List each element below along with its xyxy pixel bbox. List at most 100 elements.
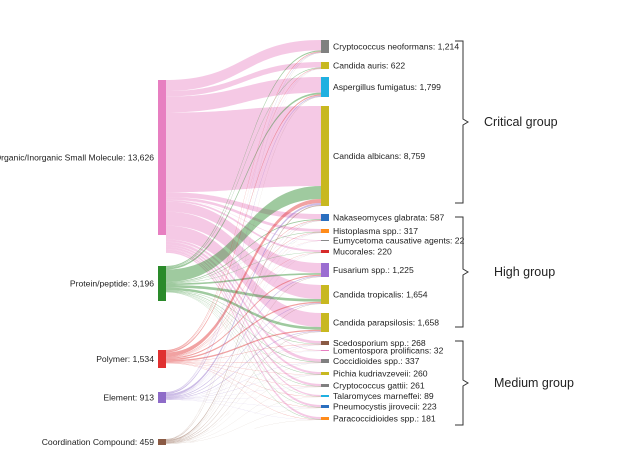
target-label-candida-auris: Candida auris: 622 (333, 61, 405, 71)
link-element-to-nakaseomyces-glabrata (166, 220, 321, 397)
target-label-eumycetoma-causative-agents: Eumycetoma causative agents: 22 (333, 236, 465, 246)
target-node-scedosporium-spp (321, 341, 329, 345)
target-label-fusarium-spp: Fusarium spp.: 1,225 (333, 265, 414, 275)
target-label-candida-tropicalis: Candida tropicalis: 1,654 (333, 290, 428, 300)
target-node-pichia-kudriavzeveii (321, 372, 329, 375)
source-node-polymer (158, 350, 166, 368)
link-element-to-candida-auris (166, 68, 321, 393)
source-node-element (158, 392, 166, 403)
target-label-pichia-kudriavzeveii: Pichia kudriavzeveii: 260 (333, 369, 428, 379)
link-polymer-to-cryptococcus-neoformans (166, 51, 321, 351)
target-label-pneumocystis-jirovecii: Pneumocystis jirovecii: 223 (333, 402, 437, 412)
source-label-organic-inorganic-small-molecule: Organic/Inorganic Small Molecule: 13,626 (0, 153, 154, 163)
link-coordination-compound-to-scedosporium-spp (166, 344, 321, 444)
target-label-coccidioides-spp: Coccidioides spp.: 337 (333, 356, 420, 366)
link-polymer-to-pneumocystis-jirovecii (166, 362, 321, 408)
link-element-to-talaromyces-marneffei (166, 396, 321, 400)
target-node-candida-parapsilosis (321, 313, 329, 332)
link-element-to-eumycetoma-causative-agents (166, 240, 321, 397)
link-organic-inorganic-small-molecule-to-candida-tropicalis (166, 211, 321, 300)
group-brackets: Critical group High group Medium group (455, 40, 574, 426)
link-organic-inorganic-small-molecule-to-paracoccidioides-spp (166, 251, 321, 420)
source-node-coordination-compound (158, 439, 166, 445)
target-node-fusarium-spp (321, 263, 329, 277)
link-coordination-compound-to-lomentospora-prolificans (166, 350, 321, 444)
node-labels: Organic/Inorganic Small Molecule: 13,626… (0, 42, 465, 448)
link-element-to-cryptococcus-gattii (166, 386, 321, 400)
link-organic-inorganic-small-molecule-to-fusarium-spp (166, 201, 321, 274)
target-node-mucorales (321, 250, 329, 253)
link-polymer-to-fusarium-spp (166, 274, 321, 359)
link-organic-inorganic-small-molecule-to-scedosporium-spp (166, 239, 321, 344)
group-label-critical-group: Critical group (484, 115, 558, 129)
source-label-element: Element: 913 (103, 393, 154, 403)
link-coordination-compound-to-candida-albicans (166, 205, 321, 442)
target-label-talaromyces-marneffei: Talaromyces marneffei: 89 (333, 391, 434, 401)
target-label-scedosporium-spp: Scedosporium spp.: 268 (333, 338, 426, 348)
link-coordination-compound-to-aspergillus-fumigatus (166, 96, 321, 440)
link-polymer-to-candida-tropicalis (166, 301, 321, 361)
link-polymer-to-paracoccidioides-spp (166, 363, 321, 420)
link-element-to-candida-tropicalis (166, 303, 321, 399)
link-organic-inorganic-small-molecule-to-candida-auris (166, 62, 321, 97)
link-organic-inorganic-small-molecule-to-candida-albicans (166, 106, 321, 193)
link-coordination-compound-to-fusarium-spp (166, 276, 321, 443)
link-protein-peptide-to-nakaseomyces-glabrata (166, 219, 321, 283)
target-label-aspergillus-fumigatus: Aspergillus fumigatus: 1,799 (333, 82, 441, 92)
link-polymer-to-talaromyces-marneffei (166, 362, 321, 397)
link-protein-peptide-to-candida-tropicalis (166, 285, 321, 302)
group-label-medium-group: Medium group (494, 376, 574, 390)
link-coordination-compound-to-cryptococcus-neoformans (166, 52, 321, 440)
link-protein-peptide-to-candida-albicans (166, 186, 321, 282)
link-coordination-compound-to-paracoccidioides-spp (166, 419, 321, 444)
target-label-paracoccidioides-spp: Paracoccidioides spp.: 181 (333, 414, 436, 424)
source-label-coordination-compound: Coordination Compound: 459 (42, 437, 154, 447)
link-protein-peptide-to-candida-auris (166, 67, 321, 268)
link-polymer-to-pichia-kudriavzeveii (166, 362, 321, 375)
link-element-to-pichia-kudriavzeveii (166, 374, 321, 400)
link-element-to-mucorales (166, 252, 321, 397)
link-coordination-compound-to-candida-auris (166, 68, 321, 440)
link-protein-peptide-to-pneumocystis-jirovecii (166, 291, 321, 408)
target-label-mucorales: Mucorales: 220 (333, 247, 392, 257)
link-polymer-to-aspergillus-fumigatus (166, 94, 321, 353)
link-coordination-compound-to-histoplasma-spp (166, 232, 321, 442)
link-coordination-compound-to-candida-parapsilosis (166, 331, 321, 443)
link-protein-peptide-to-candida-parapsilosis (166, 287, 321, 330)
link-organic-inorganic-small-molecule-to-candida-parapsilosis (166, 225, 321, 328)
link-polymer-to-candida-parapsilosis (166, 329, 321, 362)
link-organic-inorganic-small-molecule-to-aspergillus-fumigatus (166, 77, 321, 113)
group-label-high-group: High group (494, 265, 555, 279)
link-protein-peptide-to-cryptococcus-gattii (166, 291, 321, 387)
source-nodes (158, 80, 166, 445)
link-protein-peptide-to-scedosporium-spp (166, 290, 321, 345)
target-node-eumycetoma-causative-agents (321, 240, 329, 241)
link-coordination-compound-to-nakaseomyces-glabrata (166, 220, 321, 442)
link-element-to-fusarium-spp (166, 275, 321, 398)
link-organic-inorganic-small-molecule-to-cryptococcus-neoformans (166, 40, 321, 92)
link-element-to-scedosporium-spp (166, 344, 321, 399)
link-element-to-pneumocystis-jirovecii (166, 399, 321, 408)
target-node-talaromyces-marneffei (321, 395, 329, 397)
link-coordination-compound-to-coccidioides-spp (166, 362, 321, 444)
link-coordination-compound-to-mucorales (166, 252, 321, 442)
link-organic-inorganic-small-molecule-to-histoplasma-spp (166, 197, 321, 232)
link-polymer-to-candida-auris (166, 68, 321, 352)
link-coordination-compound-to-candida-tropicalis (166, 303, 321, 443)
link-protein-peptide-to-talaromyces-marneffei (166, 291, 321, 397)
target-label-nakaseomyces-glabrata: Nakaseomyces glabrata: 587 (333, 213, 445, 223)
link-polymer-to-lomentospora-prolificans (166, 350, 321, 362)
link-organic-inorganic-small-molecule-to-coccidioides-spp (166, 241, 321, 362)
link-coordination-compound-to-talaromyces-marneffei (166, 396, 321, 444)
target-node-paracoccidioides-spp (321, 417, 329, 420)
link-protein-peptide-to-histoplasma-spp (166, 231, 321, 284)
target-node-coccidioides-spp (321, 359, 329, 363)
link-element-to-aspergillus-fumigatus (166, 95, 321, 394)
link-protein-peptide-to-coccidioides-spp (166, 290, 321, 363)
target-node-cryptococcus-neoformans (321, 40, 329, 53)
link-organic-inorganic-small-molecule-to-eumycetoma-causative-agents (166, 199, 321, 241)
source-node-protein-peptide (158, 266, 166, 301)
link-protein-peptide-to-mucorales (166, 252, 321, 284)
target-node-pneumocystis-jirovecii (321, 405, 329, 408)
link-element-to-candida-parapsilosis (166, 331, 321, 399)
